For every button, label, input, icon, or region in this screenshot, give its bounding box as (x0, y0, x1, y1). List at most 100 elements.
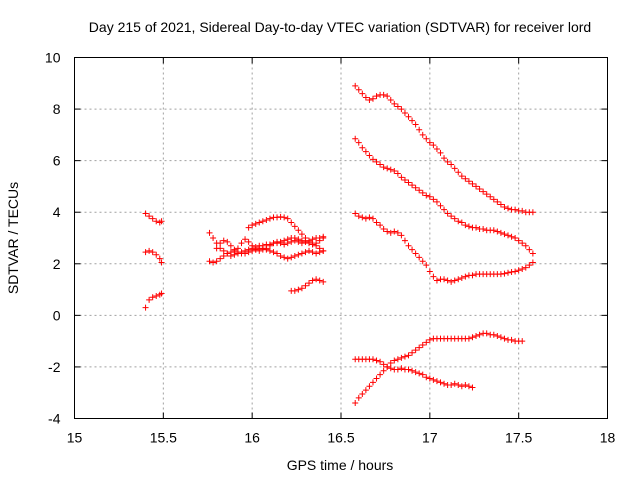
data-point (263, 245, 270, 252)
data-point (441, 380, 448, 387)
data-point (245, 249, 252, 256)
data-point (149, 294, 156, 301)
data-point (458, 219, 465, 226)
data-point (451, 380, 458, 387)
data-point (306, 238, 313, 245)
data-point (206, 258, 213, 265)
data-point (380, 91, 387, 98)
data-point (458, 383, 465, 390)
data-point (369, 156, 376, 163)
data-point (234, 245, 241, 252)
data-point (288, 254, 295, 261)
data-point (508, 269, 515, 276)
data-point (380, 225, 387, 232)
data-point (362, 148, 369, 155)
series-i (352, 82, 536, 216)
data-point (505, 205, 512, 212)
data-point (373, 219, 380, 226)
y-tick-label: 2 (53, 256, 61, 272)
data-point (158, 218, 165, 225)
data-point (412, 347, 419, 354)
data-point (469, 180, 476, 187)
data-point (437, 379, 444, 386)
data-point (451, 277, 458, 284)
data-point (320, 235, 327, 241)
y-tick-label: 10 (45, 50, 61, 66)
data-point (529, 250, 536, 257)
data-point (380, 361, 387, 368)
data-point (316, 237, 323, 244)
data-point (426, 193, 433, 200)
data-point (263, 216, 270, 223)
data-point (274, 250, 281, 257)
data-point (377, 358, 384, 365)
data-point (462, 175, 469, 182)
data-point (462, 381, 469, 388)
data-point (401, 109, 408, 116)
data-point (515, 267, 522, 274)
plot-frame (74, 57, 608, 419)
data-point (220, 253, 227, 260)
data-point (359, 214, 366, 221)
data-point (227, 249, 234, 256)
data-point (281, 241, 288, 248)
data-point (423, 135, 430, 142)
data-point (217, 240, 224, 247)
data-point (373, 158, 380, 165)
data-point (320, 247, 327, 254)
data-point (409, 349, 416, 356)
data-point (373, 375, 380, 382)
data-point (398, 365, 405, 372)
data-point (409, 246, 416, 253)
data-point (284, 255, 291, 262)
data-point (490, 331, 497, 338)
grid-lines (74, 57, 608, 419)
data-point (494, 228, 501, 235)
data-point (377, 222, 384, 229)
data-point (448, 161, 455, 168)
data-point (256, 247, 263, 254)
data-point (519, 265, 526, 272)
data-point (433, 146, 440, 153)
y-axis-label: SDTVAR / TECUs (5, 182, 21, 294)
data-point (249, 222, 256, 229)
x-tick-label: 17 (422, 430, 438, 446)
data-point (401, 353, 408, 360)
y-tick-label: 6 (53, 153, 61, 169)
data-point (391, 357, 398, 364)
data-point (473, 332, 480, 339)
data-point (469, 272, 476, 279)
data-point (426, 139, 433, 146)
data-point (437, 149, 444, 156)
data-point (444, 277, 451, 284)
data-point (277, 240, 284, 247)
y-tick-label: 4 (53, 204, 61, 220)
data-point (355, 394, 362, 401)
data-point (149, 215, 156, 222)
data-point (394, 170, 401, 177)
data-point (494, 198, 501, 205)
data-point (465, 335, 472, 342)
x-tick-label: 16 (244, 430, 260, 446)
data-point (146, 247, 153, 254)
data-point (501, 204, 508, 211)
data-point (245, 224, 252, 231)
data-point (455, 218, 462, 225)
data-point (249, 247, 256, 254)
data-point (266, 242, 273, 249)
data-points (142, 82, 536, 407)
data-point (469, 384, 476, 391)
data-point (298, 250, 305, 257)
data-point (512, 268, 519, 275)
data-point (231, 246, 238, 253)
data-point (352, 135, 359, 142)
data-point (473, 224, 480, 231)
data-point (512, 206, 519, 213)
data-point (405, 352, 412, 359)
data-point (508, 336, 515, 343)
data-point (270, 249, 277, 256)
data-point (401, 176, 408, 183)
data-point (441, 155, 448, 162)
data-point (391, 100, 398, 107)
data-point (441, 276, 448, 283)
